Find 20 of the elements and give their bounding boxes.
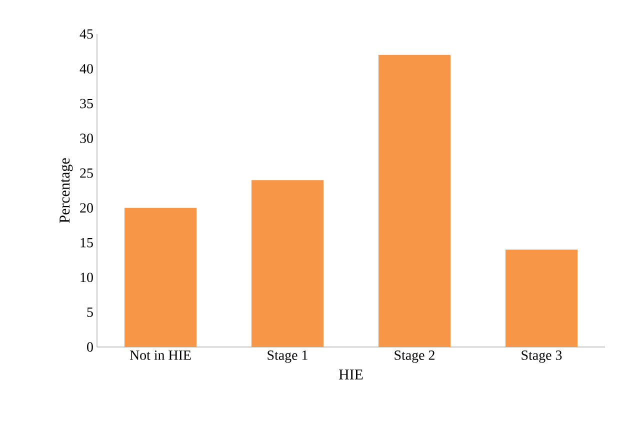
bar xyxy=(378,54,451,347)
y-tick-label: 25 xyxy=(80,168,93,178)
bar xyxy=(252,180,324,347)
y-tick-label: 5 xyxy=(87,308,93,317)
bar xyxy=(124,208,196,347)
x-tick-label: Stage 2 xyxy=(394,350,434,363)
y-axis-title: Percentage xyxy=(60,158,73,223)
y-tick-label: 35 xyxy=(80,98,93,108)
y-tick-label: 10 xyxy=(80,272,93,282)
y-tick-label: 20 xyxy=(80,203,93,213)
y-tick-label: 15 xyxy=(80,238,93,248)
x-axis-title: HIE xyxy=(338,370,363,380)
x-tick-label: Stage 3 xyxy=(522,350,562,363)
x-tick-label: Stage 1 xyxy=(268,350,308,363)
y-tick-label: 45 xyxy=(80,29,93,39)
y-tick-label: 30 xyxy=(80,134,93,144)
y-tick-label: 40 xyxy=(80,64,93,74)
bar xyxy=(506,250,578,347)
y-tick-label: 0 xyxy=(87,342,93,352)
x-tick-label: Not in HIE xyxy=(130,350,191,360)
